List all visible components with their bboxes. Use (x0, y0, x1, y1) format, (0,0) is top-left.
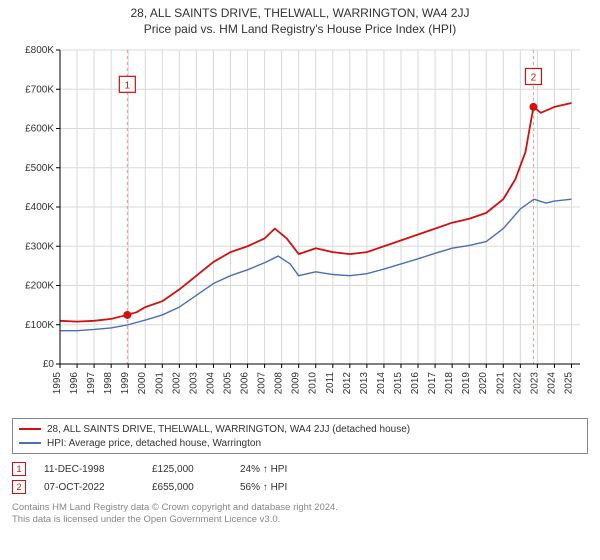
transaction-marker-2: 2 (12, 480, 26, 494)
svg-text:£800K: £800K (25, 45, 54, 56)
svg-text:2006: 2006 (240, 372, 251, 395)
svg-text:2022: 2022 (512, 372, 523, 395)
svg-text:2004: 2004 (205, 372, 216, 395)
legend: 28, ALL SAINTS DRIVE, THELWALL, WARRINGT… (12, 418, 588, 454)
attribution-line-1: Contains HM Land Registry data © Crown c… (12, 502, 588, 514)
svg-text:2011: 2011 (325, 372, 336, 394)
transaction-date: 07-OCT-2022 (44, 482, 134, 493)
svg-text:2016: 2016 (410, 372, 421, 395)
legend-label-hpi: HPI: Average price, detached house, Warr… (47, 438, 261, 449)
svg-text:1999: 1999 (120, 372, 131, 395)
transactions-table: 1 11-DEC-1998 £125,000 24% ↑ HPI 2 07-OC… (12, 460, 588, 496)
svg-text:£300K: £300K (25, 241, 54, 252)
transaction-diff: 56% ↑ HPI (240, 482, 287, 493)
svg-text:£400K: £400K (25, 202, 54, 213)
svg-text:1995: 1995 (52, 372, 63, 395)
legend-row-property: 28, ALL SAINTS DRIVE, THELWALL, WARRINGT… (19, 422, 581, 436)
attribution: Contains HM Land Registry data © Crown c… (12, 502, 588, 526)
svg-text:2003: 2003 (188, 372, 199, 395)
svg-text:2025: 2025 (563, 372, 574, 395)
chart-title: 28, ALL SAINTS DRIVE, THELWALL, WARRINGT… (12, 6, 588, 20)
svg-text:2015: 2015 (393, 372, 404, 395)
legend-swatch-hpi (19, 442, 41, 444)
svg-text:2014: 2014 (376, 372, 387, 395)
svg-text:2002: 2002 (171, 372, 182, 395)
svg-text:2017: 2017 (427, 372, 438, 395)
svg-text:£500K: £500K (25, 163, 54, 174)
svg-text:2018: 2018 (444, 372, 455, 395)
svg-text:£200K: £200K (25, 281, 54, 292)
transaction-marker-1: 1 (12, 462, 26, 476)
transaction-date: 11-DEC-1998 (44, 464, 134, 475)
svg-text:2001: 2001 (154, 372, 165, 395)
svg-text:2007: 2007 (257, 372, 268, 395)
svg-text:2012: 2012 (342, 372, 353, 395)
svg-text:1996: 1996 (69, 372, 80, 395)
svg-text:1998: 1998 (103, 372, 114, 395)
svg-text:£600K: £600K (25, 124, 54, 135)
svg-text:£0: £0 (43, 359, 55, 370)
legend-swatch-property (19, 428, 41, 430)
chart-container: £0 £100K £200K £300K £400K £500K £600K £700K £80… (12, 42, 588, 412)
svg-text:2020: 2020 (478, 372, 489, 395)
attribution-line-2: This data is licensed under the Open Gov… (12, 514, 588, 526)
svg-text:2019: 2019 (461, 372, 472, 395)
svg-text:£700K: £700K (25, 84, 54, 95)
svg-text:2013: 2013 (359, 372, 370, 395)
svg-text:1: 1 (125, 80, 131, 91)
transaction-diff: 24% ↑ HPI (240, 464, 287, 475)
svg-text:2009: 2009 (291, 372, 302, 395)
svg-text:2010: 2010 (308, 372, 319, 395)
svg-text:1997: 1997 (86, 372, 97, 395)
svg-text:2024: 2024 (546, 372, 557, 395)
legend-row-hpi: HPI: Average price, detached house, Warr… (19, 436, 581, 450)
svg-text:2008: 2008 (274, 372, 285, 395)
chart-subtitle: Price paid vs. HM Land Registry's House … (12, 22, 588, 36)
svg-text:2000: 2000 (137, 372, 148, 395)
legend-label-property: 28, ALL SAINTS DRIVE, THELWALL, WARRINGT… (47, 424, 410, 435)
svg-text:£100K: £100K (25, 320, 54, 331)
svg-text:2005: 2005 (222, 372, 233, 395)
transaction-price: £655,000 (152, 482, 222, 493)
transaction-price: £125,000 (152, 464, 222, 475)
transaction-row: 1 11-DEC-1998 £125,000 24% ↑ HPI (12, 460, 588, 478)
svg-text:2023: 2023 (529, 372, 540, 395)
svg-text:2: 2 (531, 72, 537, 83)
transaction-row: 2 07-OCT-2022 £655,000 56% ↑ HPI (12, 478, 588, 496)
price-chart: £0 £100K £200K £300K £400K £500K £600K £700K £80… (12, 42, 588, 412)
svg-text:2021: 2021 (495, 372, 506, 395)
